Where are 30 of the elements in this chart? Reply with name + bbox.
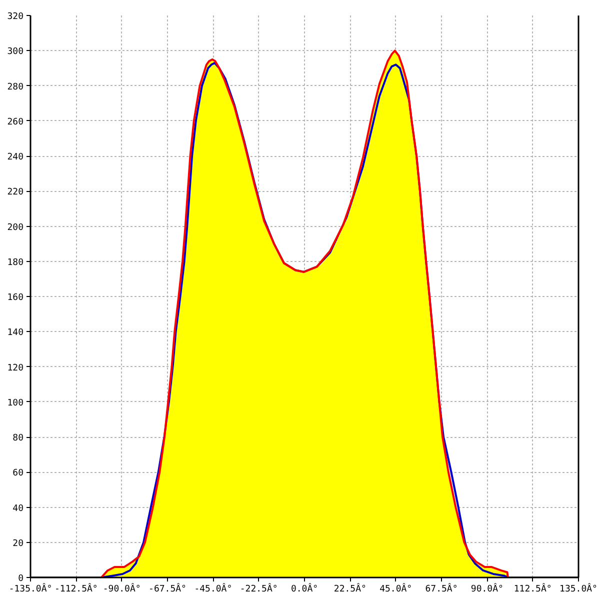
y-tick-label: 220 [7, 188, 24, 198]
x-tick-label: 22.5Â° [334, 582, 366, 594]
y-tick-label: 160 [7, 293, 24, 303]
x-tick-label: 0.0Â° [290, 582, 318, 594]
y-tick-label: 0 [18, 574, 24, 584]
x-tick-label: 67.5Â° [425, 582, 458, 594]
x-tick-label: -90.0Â° [102, 582, 141, 594]
y-tick-label: 40 [12, 504, 24, 514]
y-tick-label: 240 [7, 152, 24, 162]
y-tick-label: 300 [7, 47, 24, 58]
y-tick-label: 80 [12, 434, 24, 444]
y-tick-label: 140 [7, 328, 24, 338]
x-tick-label: -112.5Â° [54, 582, 98, 594]
x-tick-label: 45.0Â° [380, 582, 412, 594]
x-tick-label: -45.0Â° [194, 582, 232, 594]
x-tick-label: -67.5Â° [148, 582, 186, 594]
y-tick-label: 280 [7, 82, 24, 92]
x-tick-label: -135.0Â° [8, 582, 52, 594]
y-tick-label: 20 [12, 538, 24, 549]
x-tick-label: 112.5Â° [514, 582, 552, 594]
x-tick-label: 90.0Â° [470, 582, 504, 594]
y-tick-label: 260 [7, 117, 24, 128]
y-tick-label: 180 [7, 258, 24, 268]
x-tick-label: -22.5Â° [240, 582, 278, 594]
y-tick-label: 60 [12, 468, 24, 479]
y-tick-label: 100 [7, 398, 24, 408]
y-tick-label: 200 [7, 222, 24, 233]
x-tick-label: 135.0Â° [560, 582, 598, 594]
y-tick-label: 120 [7, 363, 24, 374]
y-tick-label: 320 [7, 12, 24, 22]
